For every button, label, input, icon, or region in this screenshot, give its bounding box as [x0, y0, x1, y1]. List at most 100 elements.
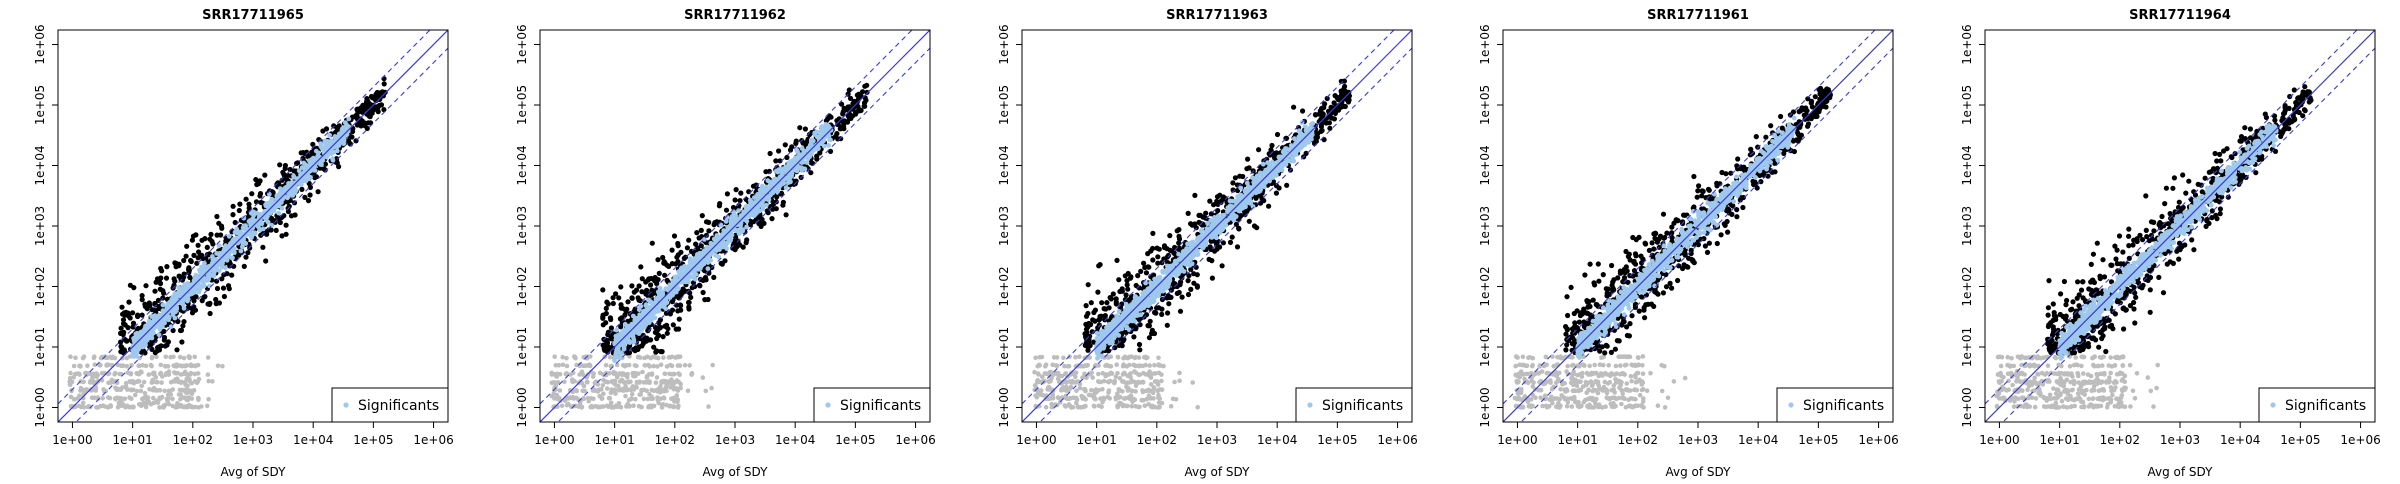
point-strong [833, 134, 838, 139]
point-low-count [113, 356, 118, 361]
point-strong [126, 300, 131, 305]
point-low-count [637, 355, 642, 360]
point-significant [760, 186, 765, 191]
point-low-count [554, 363, 559, 368]
point-significant [772, 189, 777, 194]
point-significant [658, 292, 663, 297]
point-low-count [562, 380, 567, 385]
y-tick-label: 1e+03 [33, 206, 47, 246]
point-low-count [558, 388, 563, 393]
point-low-count [1061, 356, 1066, 361]
point-low-count [565, 364, 570, 369]
point-strong [364, 99, 369, 104]
point-low-count [185, 405, 190, 410]
point-significant [679, 266, 684, 271]
point-low-count [149, 364, 154, 369]
point-low-count [670, 364, 675, 369]
point-significant [318, 161, 323, 166]
point-strong [180, 323, 185, 328]
point-low-count [67, 379, 72, 384]
point-strong [774, 194, 779, 199]
point-strong [186, 265, 191, 270]
point-low-count [137, 379, 142, 384]
point-significant [788, 179, 793, 184]
point-low-count [125, 364, 130, 369]
point-strong [737, 242, 742, 247]
point-low-count [599, 387, 604, 392]
point-low-count [77, 404, 82, 409]
point-strong [207, 237, 212, 242]
point-low-count [116, 405, 121, 410]
point-low-count [167, 389, 172, 394]
panel-title: SRR17711962 [684, 8, 786, 23]
point-low-count [1133, 380, 1138, 385]
point-low-count [1195, 405, 1200, 410]
point-low-count [674, 395, 679, 400]
fold-line-upper [58, 12, 448, 404]
point-strong [674, 255, 679, 260]
point-significant [331, 158, 336, 163]
point-strong [187, 275, 192, 280]
point-significant [276, 211, 281, 216]
x-tick-label: 1e+00 [534, 433, 574, 447]
point-strong [665, 331, 670, 336]
point-strong [1141, 261, 1146, 266]
point-low-count [1157, 405, 1162, 410]
point-strong [1207, 199, 1212, 204]
point-low-count [196, 363, 201, 368]
point-low-count [634, 384, 639, 389]
point-low-count [1147, 363, 1152, 368]
point-significant [803, 167, 808, 172]
point-low-count [1079, 394, 1084, 399]
point-strong [120, 312, 125, 317]
point-low-count [1081, 364, 1086, 369]
point-significant [205, 278, 210, 283]
point-strong [1089, 300, 1094, 305]
point-strong [686, 306, 691, 311]
point-strong [641, 341, 646, 346]
point-strong [1235, 244, 1240, 249]
point-strong [603, 320, 608, 325]
point-strong [1186, 211, 1191, 216]
point-significant [268, 200, 273, 205]
point-significant [614, 328, 619, 333]
point-low-count [1149, 404, 1154, 409]
point-significant [747, 214, 752, 219]
point-significant [784, 167, 789, 172]
y-tick-label: 1e+04 [33, 145, 47, 185]
point-low-count [1115, 391, 1120, 396]
point-strong [670, 248, 675, 253]
point-low-count [601, 383, 606, 388]
legend-marker [825, 402, 830, 407]
point-significant [631, 314, 636, 319]
point-significant [346, 117, 351, 122]
point-low-count [160, 395, 165, 400]
point-low-count [180, 364, 185, 369]
point-significant [184, 286, 189, 291]
point-strong [213, 297, 218, 302]
point-low-count [701, 375, 706, 380]
point-significant [135, 350, 140, 355]
point-strong [704, 219, 709, 224]
point-low-count [612, 372, 617, 377]
y-tick-label: 1e+00 [515, 387, 529, 427]
y-tick-label: 1e+02 [515, 266, 529, 306]
point-significant [637, 331, 642, 336]
point-low-count [196, 371, 201, 376]
point-significant [708, 258, 713, 263]
point-low-count [1153, 371, 1158, 376]
point-low-count [625, 372, 630, 377]
point-significant [251, 230, 256, 235]
point-low-count [100, 396, 105, 401]
point-significant [161, 303, 166, 308]
point-strong [671, 322, 676, 327]
point-low-count [1044, 405, 1049, 410]
point-low-count [124, 386, 129, 391]
point-low-count [127, 395, 132, 400]
point-significant [639, 324, 644, 329]
plot-area [540, 12, 930, 440]
point-low-count [1063, 403, 1068, 408]
point-low-count [1147, 373, 1152, 378]
